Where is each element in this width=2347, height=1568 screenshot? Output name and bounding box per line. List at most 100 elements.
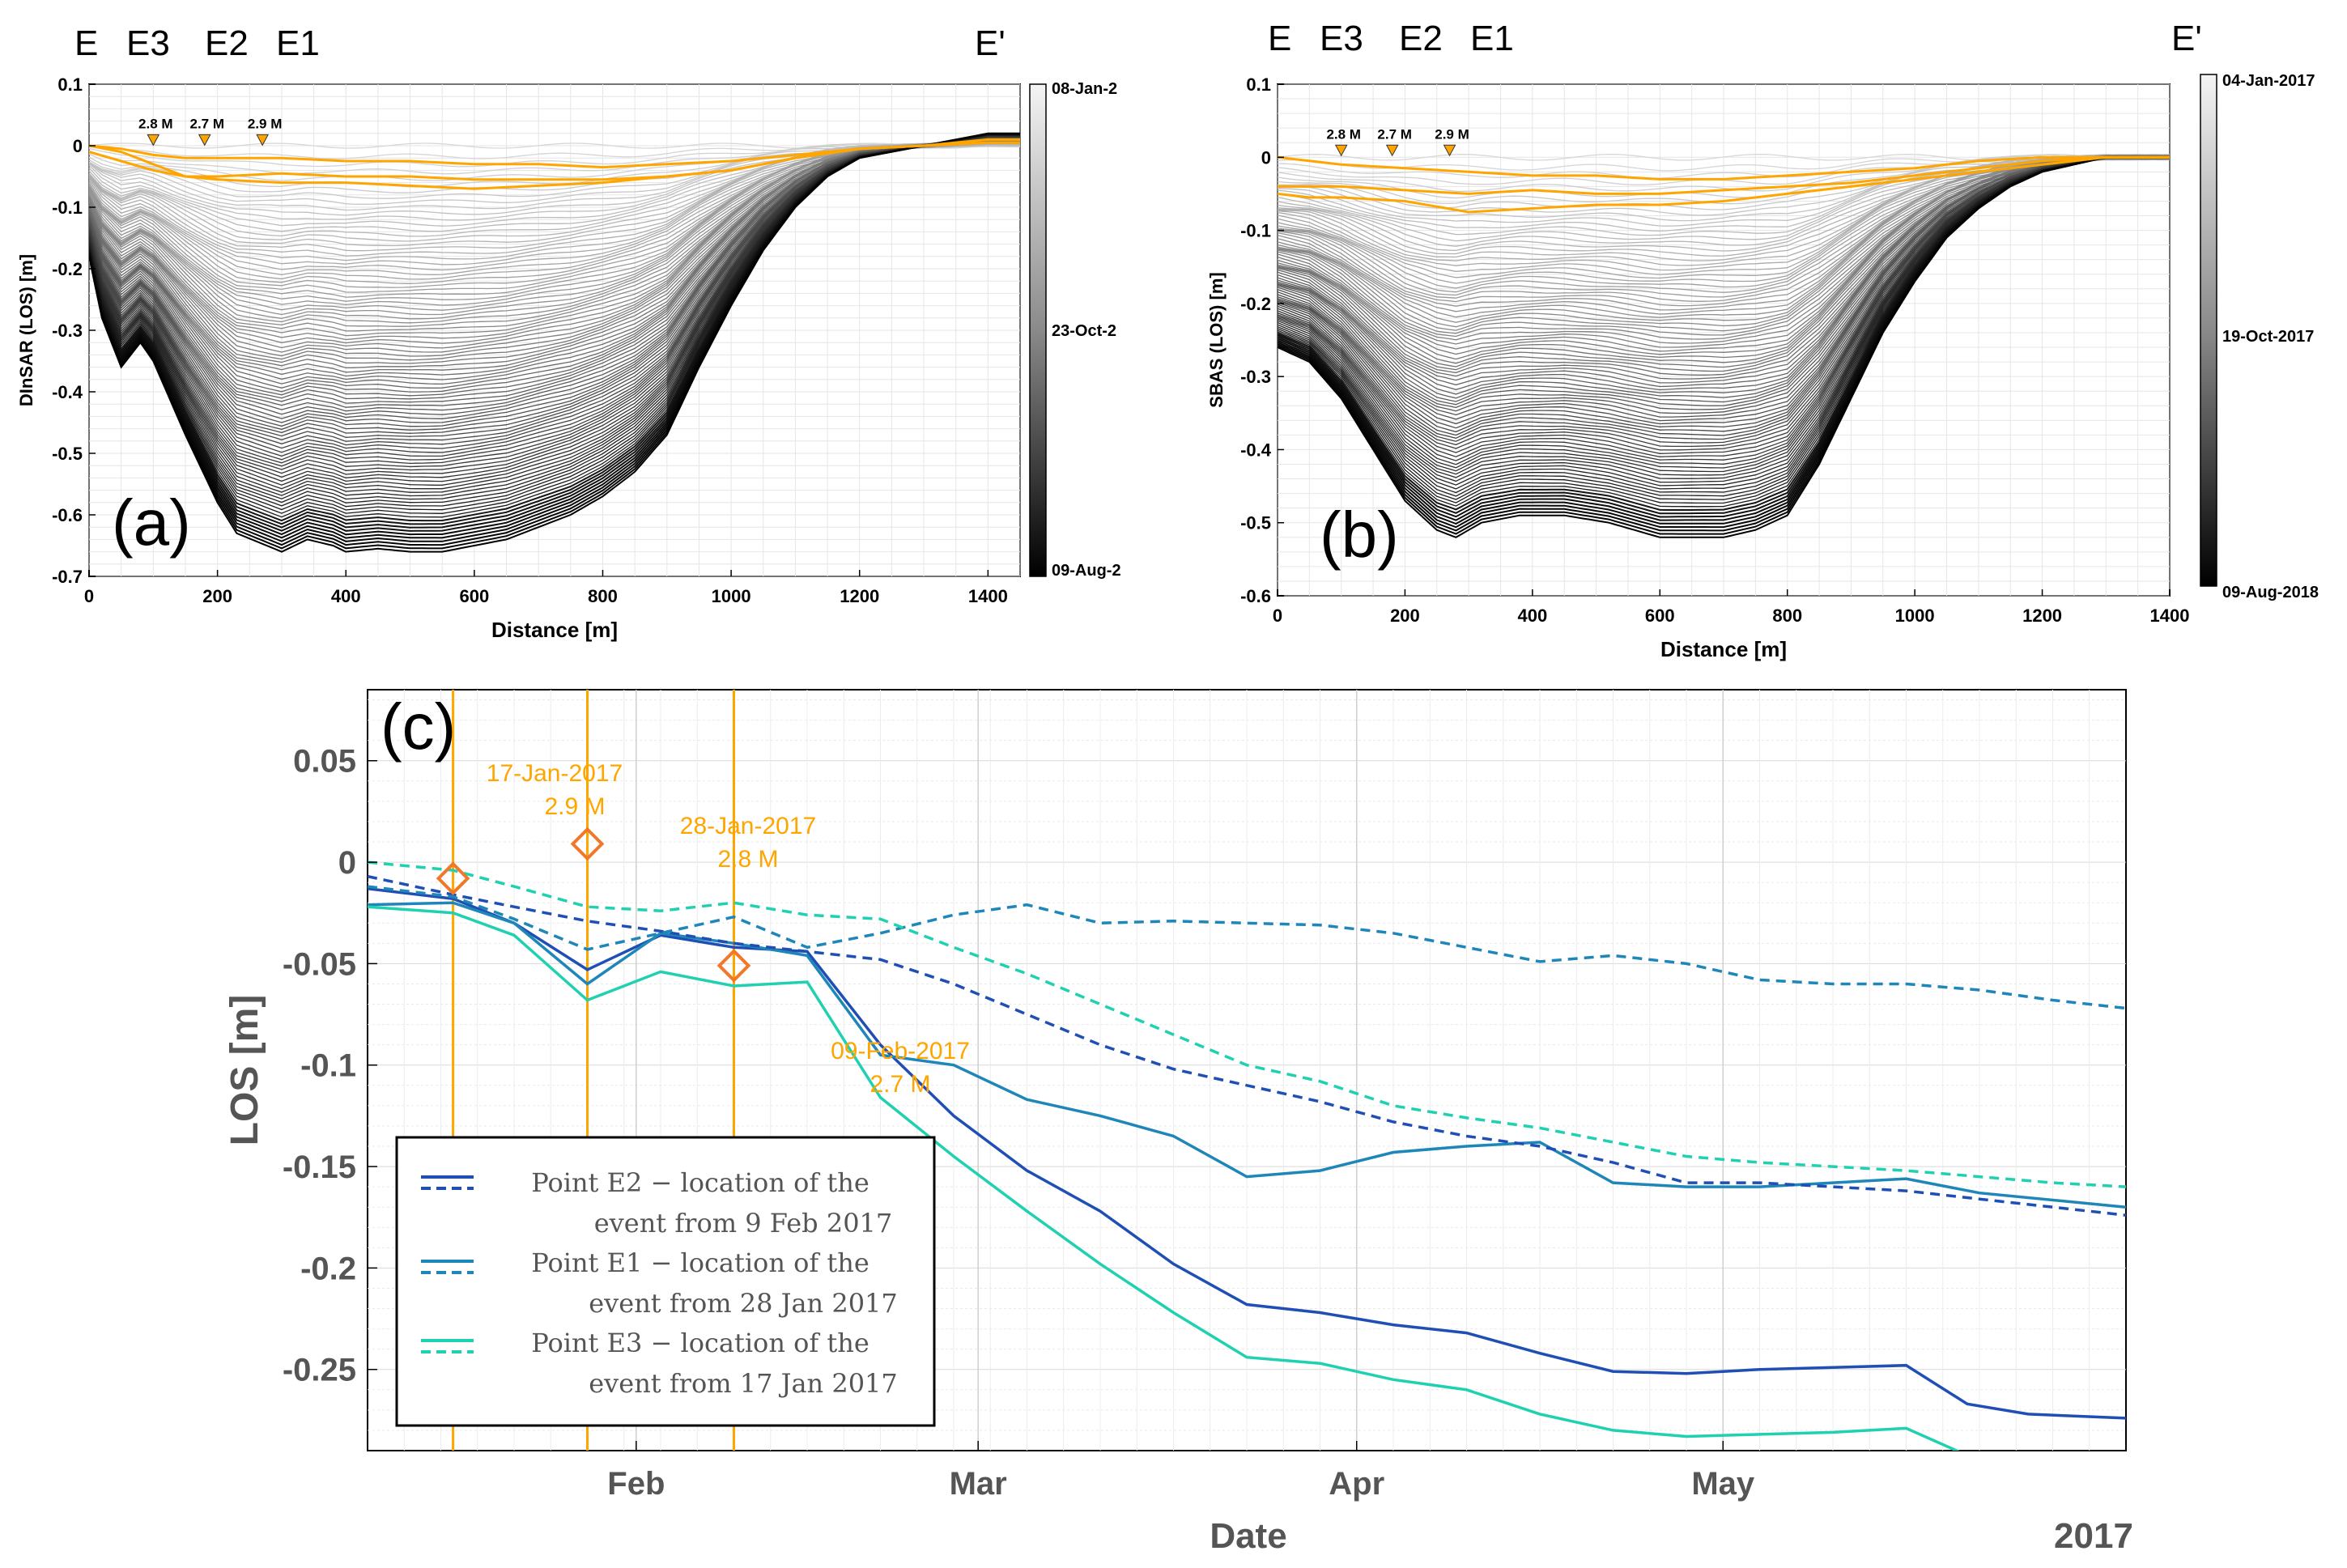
profile-line xyxy=(1278,156,2170,538)
panel-c-series xyxy=(368,860,2126,1451)
y-tick-label: 0.1 xyxy=(1246,74,1271,95)
panel-a: 2.8 M 2.7 M 2.9 M 0 200 400 600 800 1000 1200 140… xyxy=(16,23,1121,642)
x-tick-label: 1000 xyxy=(712,586,751,606)
y-tick-label: -0.2 xyxy=(52,259,83,279)
panel-b-label-e-prime: E' xyxy=(2171,19,2202,58)
y-tick-label: -0.6 xyxy=(52,505,83,525)
legend-e3-line2: event from 17 Jan 2017 xyxy=(589,1368,898,1399)
profile-line xyxy=(1278,154,2170,179)
profile-line xyxy=(89,132,1020,553)
y-tick-label: -0.1 xyxy=(52,198,83,218)
panel-c-ylabel: LOS [m] xyxy=(223,995,266,1146)
profile-line xyxy=(1278,155,2170,360)
y-tick-label: -0.6 xyxy=(1240,586,1271,606)
profile-line xyxy=(1278,155,2170,429)
panel-a-colorbar-top: 08-Jan-2 xyxy=(1052,80,1117,98)
series-line xyxy=(368,886,2126,1420)
series-line xyxy=(368,860,2126,1188)
y-tick-label: -0.3 xyxy=(52,321,83,341)
panel-b-ylabel: SBAS (LOS) [m] xyxy=(1206,272,1227,407)
x-tick-label: 200 xyxy=(202,586,232,606)
event-triangle-marker xyxy=(1385,144,1399,157)
panel-c-label: (c) xyxy=(381,691,456,763)
event-magnitude-28jan: 2.8 M xyxy=(717,846,778,873)
event-magnitude-17jan: 2.9 M xyxy=(544,793,605,820)
y-tick-label: 0.1 xyxy=(57,74,83,95)
event-magnitude-09feb: 2.7 M xyxy=(869,1071,930,1098)
event-diamond-marker xyxy=(436,861,470,895)
event-marker-label: 2.9 M xyxy=(248,116,283,131)
panel-c-year-label: 2017 xyxy=(2054,1516,2133,1556)
y-tick-label: -0.5 xyxy=(52,444,83,464)
event-marker-label: 2.9 M xyxy=(1435,126,1469,142)
profile-line xyxy=(1278,155,2170,388)
legend-entry-e3: Point E3 − location of the event from 17… xyxy=(421,1328,898,1399)
series-line xyxy=(368,905,1961,1451)
x-tick-label: Feb xyxy=(607,1466,665,1502)
series-line xyxy=(368,885,2126,1010)
panel-c-xlabel: Date xyxy=(1210,1516,1286,1556)
y-tick-label: 0 xyxy=(338,845,356,881)
panel-c-event-diamonds xyxy=(436,826,751,983)
x-tick-label: 1000 xyxy=(1895,606,1935,626)
x-tick-label: 1400 xyxy=(2150,606,2190,626)
panel-a-event-markers: 2.8 M 2.7 M 2.9 M xyxy=(138,116,283,147)
y-tick-label: -0.3 xyxy=(1240,367,1271,387)
panel-a-series xyxy=(89,132,1020,553)
legend-e1-line1: Point E1 − location of the xyxy=(531,1247,869,1278)
panel-b-label-e3: E3 xyxy=(1320,19,1363,58)
y-tick-label: -0.1 xyxy=(300,1048,356,1084)
profile-line xyxy=(89,139,1020,261)
event-profile-line xyxy=(89,141,1020,169)
profile-line xyxy=(89,136,1020,412)
y-tick-label: 0 xyxy=(73,136,83,156)
profile-line xyxy=(1278,155,2170,457)
event-triangle-marker xyxy=(1443,144,1456,157)
event-date-17jan: 17-Jan-2017 xyxy=(487,760,623,787)
event-diamond-marker xyxy=(716,949,751,983)
panel-a-label-e: E xyxy=(74,23,98,63)
event-profile-line xyxy=(1278,155,2170,195)
profile-line xyxy=(1278,155,2170,461)
profile-line xyxy=(1278,155,2170,222)
y-tick-label: -0.4 xyxy=(52,382,83,402)
panel-b-label: (b) xyxy=(1320,499,1399,571)
y-tick-label: -0.2 xyxy=(1240,294,1271,314)
x-tick-label: Apr xyxy=(1329,1466,1384,1502)
panel-b-label-e: E xyxy=(1268,19,1291,58)
panel-a-label: (a) xyxy=(112,487,191,559)
panel-b-colorbar-middle: 19-Oct-2017 xyxy=(2222,328,2314,346)
legend-e2-line1: Point E2 − location of the xyxy=(531,1167,869,1198)
profile-line xyxy=(1278,155,2170,425)
panel-a-colorbar-middle: 23-Oct-2 xyxy=(1052,322,1116,340)
y-tick-label: -0.15 xyxy=(283,1149,356,1185)
profile-line xyxy=(89,135,1020,446)
event-marker-label: 2.7 M xyxy=(1377,126,1412,142)
y-tick-label: -0.25 xyxy=(283,1353,356,1388)
x-tick-label: 800 xyxy=(588,586,618,606)
event-annotation-09feb: 09-Feb-2017 2.7 M xyxy=(831,1038,970,1098)
panel-b-label-e1: E1 xyxy=(1470,19,1514,58)
event-date-28jan: 28-Jan-2017 xyxy=(680,813,816,839)
panel-b-grid xyxy=(1277,83,2171,597)
event-marker-label: 2.7 M xyxy=(189,116,224,131)
event-date-09feb: 09-Feb-2017 xyxy=(831,1038,970,1064)
panel-c-ticks: 0.05 0 -0.05 -0.1 -0.15 -0.2 -0.25 Feb Mar Apr May xyxy=(283,744,1755,1502)
panel-c-legend: Point E2 − location of the event from 9 … xyxy=(395,1136,936,1427)
panel-a-label-e2: E2 xyxy=(205,23,249,63)
x-tick-label: 1200 xyxy=(840,586,879,606)
y-tick-label: -0.7 xyxy=(52,567,83,587)
panel-b-xlabel: Distance [m] xyxy=(1660,637,1787,661)
y-tick-label: -0.2 xyxy=(300,1251,356,1286)
x-tick-label: 800 xyxy=(1772,606,1802,626)
x-tick-label: 0 xyxy=(1273,606,1282,626)
profile-line xyxy=(1278,155,2170,355)
profile-line xyxy=(89,137,1020,377)
series-line xyxy=(368,901,2126,1209)
panel-b-label-e2: E2 xyxy=(1399,19,1443,58)
panel-a-colorbar-bottom: 09-Aug-2 xyxy=(1052,562,1121,580)
x-tick-label: 1200 xyxy=(2022,606,2062,626)
y-tick-label: 0.05 xyxy=(293,744,356,780)
x-tick-label: 0 xyxy=(84,586,94,606)
profile-line xyxy=(1278,154,2170,236)
